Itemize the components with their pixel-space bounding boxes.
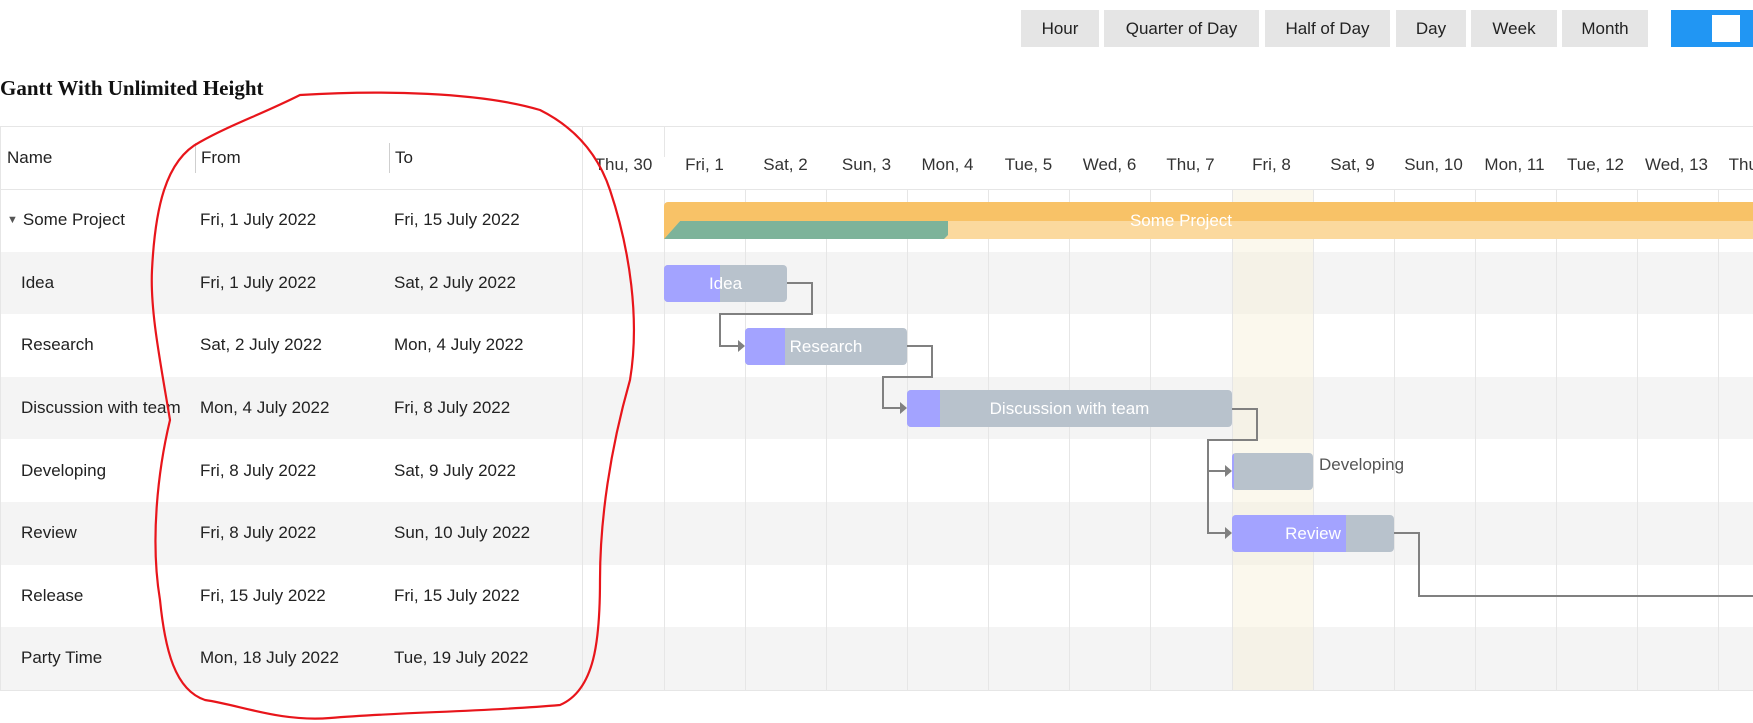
name-cell: Party Time [21, 648, 103, 668]
gridline [1637, 189, 1638, 690]
view-mode-hour-button[interactable]: Hour [1021, 10, 1099, 47]
day-label: Wed, 6 [1082, 155, 1137, 174]
page-title: Gantt With Unlimited Height [0, 76, 264, 100]
task-bar-review[interactable]: Review [1232, 515, 1394, 552]
name-cell: Release [21, 585, 84, 605]
gridline [988, 189, 989, 690]
view-mode-half-day-button[interactable]: Half of Day [1265, 10, 1390, 47]
name-cell: ▼ Some Project [7, 210, 125, 230]
task-bar-label: Research [789, 336, 863, 356]
toggle-switch[interactable] [1671, 10, 1753, 47]
progress-fill [1232, 453, 1234, 490]
toggle-knob [1712, 15, 1740, 42]
project-progress-bar [664, 221, 948, 239]
name-cell: Developing [21, 460, 107, 480]
gridline [1718, 189, 1719, 690]
project-bar-top [664, 202, 1753, 221]
day-label: Wed, 13 [1644, 155, 1708, 174]
progress-fill [1232, 515, 1346, 552]
name-cell: Research [21, 335, 94, 355]
day-label: Tue, 12 [1566, 155, 1625, 174]
gridline [1069, 189, 1070, 690]
task-bar-idea[interactable]: Idea [664, 265, 787, 302]
task-bar-label-developing: Developing [1319, 455, 1405, 474]
gridline [907, 189, 908, 690]
task-bar-label: Idea [708, 273, 743, 293]
task-bar-label: Review [1285, 523, 1341, 543]
column-header-to[interactable]: To [395, 148, 413, 167]
name-cell: Idea [21, 272, 55, 292]
day-label: Thu, 30 [594, 155, 653, 174]
gantt-chart: ▼ Some Project Fri, 1 July 2022 Fri, 15 … [0, 126, 1753, 691]
task-bar-developing[interactable] [1232, 453, 1313, 490]
gridline [826, 189, 827, 690]
gridline [745, 189, 746, 690]
name-cell: Review [21, 523, 77, 543]
day-label: Sat, 9 [1330, 155, 1375, 174]
day-label: Mon, 4 [921, 155, 974, 174]
task-bar-discussion[interactable]: Discussion with team [907, 390, 1232, 427]
gridline [1475, 189, 1476, 690]
gridline [1556, 189, 1557, 690]
day-label: Sun, 10 [1404, 155, 1463, 174]
column-header-name[interactable]: Name [7, 148, 53, 167]
day-label: Fri, 8 [1252, 155, 1291, 174]
name-cell: Discussion with team [21, 398, 181, 418]
task-grid-header: Name From To [1, 127, 583, 190]
column-header-from[interactable]: From [201, 148, 241, 167]
day-label: Sun, 3 [841, 155, 892, 174]
timeline-header: Thu, 30 Fri, 1 Sat, 2 Sun, 3 Mon, 4 Tue,… [583, 127, 1753, 190]
day-label: Thu, 14 [1728, 155, 1753, 174]
day-label: Fri, 1 [685, 155, 724, 174]
view-mode-month-button[interactable]: Month [1562, 10, 1648, 47]
progress-fill [664, 265, 720, 302]
day-label: Mon, 11 [1484, 155, 1545, 174]
gridline [1394, 189, 1395, 690]
day-label: Sat, 2 [763, 155, 808, 174]
gridline [1150, 189, 1151, 690]
view-mode-week-button[interactable]: Week [1471, 10, 1557, 47]
gridline [1313, 189, 1314, 690]
gridline [1232, 189, 1233, 690]
task-bar-label: Discussion with team [989, 398, 1150, 418]
highlighted-day-column [1232, 189, 1313, 690]
expand-caret-icon[interactable]: ▼ [7, 214, 18, 227]
view-mode-day-button[interactable]: Day [1396, 10, 1466, 47]
task-bar-research[interactable]: Research [745, 328, 907, 365]
day-label: Tue, 5 [1004, 155, 1053, 174]
task-grid: Name From To [0, 127, 583, 690]
day-label: Thu, 7 [1166, 155, 1215, 174]
month-divider [664, 127, 665, 157]
gridline [664, 189, 665, 690]
view-mode-quarter-day-button[interactable]: Quarter of Day [1104, 10, 1259, 47]
